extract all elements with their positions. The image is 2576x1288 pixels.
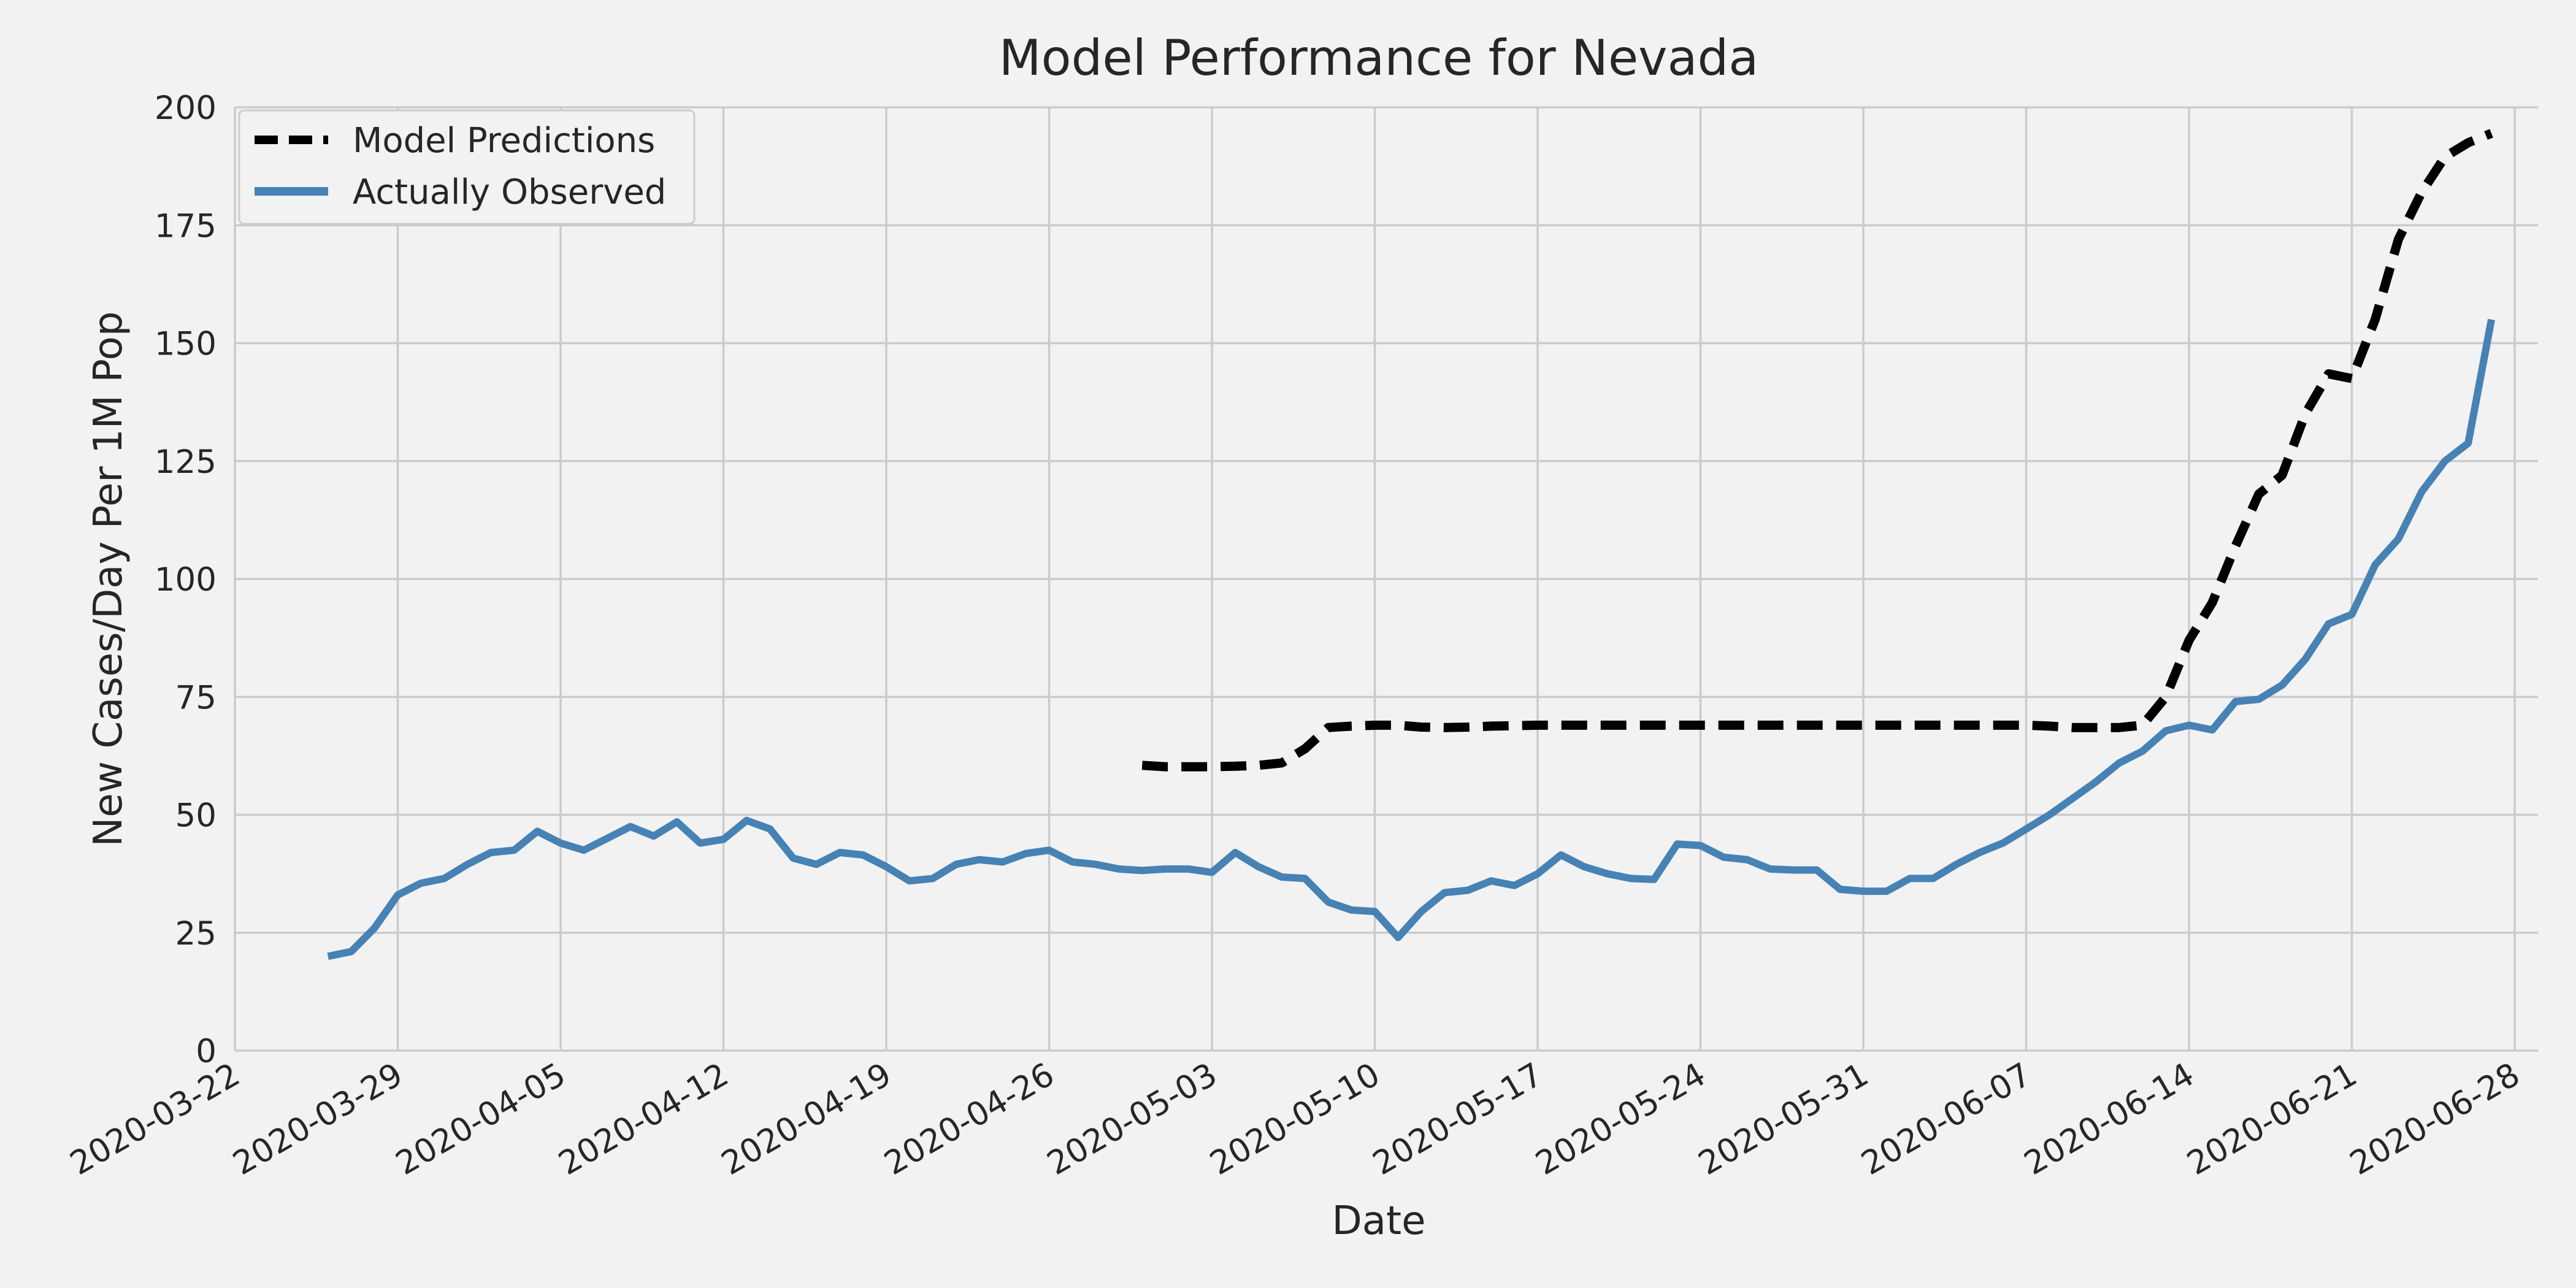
y-tick-label: 175 (155, 207, 217, 245)
y-tick-label: 125 (155, 443, 217, 481)
y-tick-label: 0 (196, 1033, 217, 1070)
x-tick-label: 2020-03-22 (64, 1056, 246, 1183)
series-line-model-predictions (1141, 129, 2493, 772)
x-tick-label: 2020-05-31 (1692, 1056, 1874, 1183)
y-tick-label: 25 (175, 915, 217, 953)
series-lines (327, 129, 2495, 960)
y-axis-label: New Cases/Day Per 1M Pop (86, 312, 131, 847)
y-tick-label: 100 (155, 561, 217, 599)
x-tick-label: 2020-04-12 (553, 1056, 735, 1183)
x-tick-label: 2020-06-21 (2181, 1056, 2363, 1183)
chart-title: Model Performance for Nevada (999, 29, 1759, 86)
x-tick-label: 2020-04-19 (715, 1056, 897, 1183)
x-tick-label: 2020-06-07 (1855, 1056, 2037, 1183)
y-tick-labels: 0 25 50 75 100 125 150 175 200 (155, 90, 217, 1070)
x-tick-label: 2020-05-17 (1367, 1056, 1549, 1183)
x-axis-label: Date (1332, 1198, 1426, 1244)
legend-label-actually-observed: Actually Observed (353, 172, 666, 212)
x-tick-label: 2020-05-10 (1204, 1056, 1386, 1183)
series-line-actually-observed (327, 318, 2495, 960)
legend-label-model-predictions: Model Predictions (353, 121, 655, 161)
x-tick-label: 2020-05-03 (1041, 1056, 1223, 1183)
y-tick-label: 50 (175, 797, 217, 835)
x-tick-label: 2020-05-24 (1530, 1056, 1712, 1183)
x-tick-label: 2020-06-28 (2344, 1056, 2526, 1183)
legend-box (238, 109, 696, 225)
legend: Model Predictions Actually Observed (238, 109, 696, 225)
y-tick-label: 150 (155, 326, 217, 363)
x-tick-labels: 2020-03-222020-03-292020-04-052020-04-12… (64, 1056, 2526, 1183)
y-tick-label: 75 (175, 679, 217, 716)
x-tick-label: 2020-03-29 (227, 1056, 409, 1183)
y-tick-label: 200 (155, 90, 217, 127)
x-tick-label: 2020-04-26 (878, 1056, 1060, 1183)
x-tick-label: 2020-06-14 (2018, 1056, 2200, 1183)
x-tick-label: 2020-04-05 (389, 1056, 572, 1183)
